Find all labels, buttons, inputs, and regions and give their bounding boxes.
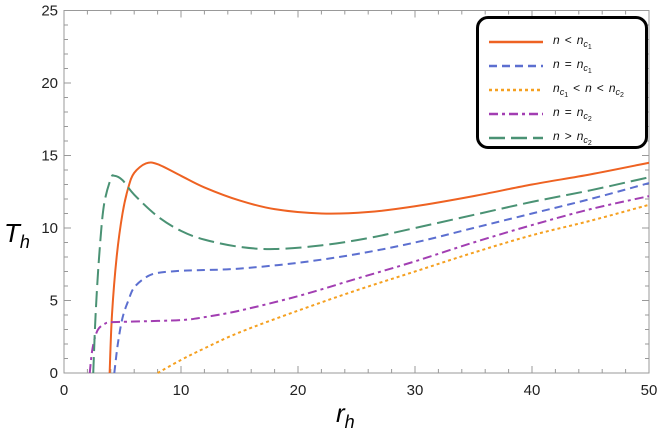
y-tick-label: 0 xyxy=(50,365,58,382)
series-line-5 xyxy=(92,174,650,374)
legend-label: n = nc1 xyxy=(553,57,592,75)
y-tick-label: 25 xyxy=(41,3,58,20)
x-tick-label: 40 xyxy=(524,382,541,399)
x-tick-label: 20 xyxy=(290,382,307,399)
frame-border xyxy=(63,10,650,374)
plot-frame xyxy=(63,10,650,374)
y-tick-label: 10 xyxy=(41,220,58,237)
x-tick-label: 30 xyxy=(407,382,424,399)
legend-label: n = nc2 xyxy=(553,105,592,123)
y-axis-label: Th xyxy=(4,218,30,252)
legend-label: n < nc1 xyxy=(553,33,592,51)
y-tick-label: 5 xyxy=(50,293,58,310)
legend-entry: n = nc1 xyxy=(489,56,592,76)
x-tick-label: 50 xyxy=(641,382,658,399)
y-tick-label: 20 xyxy=(41,75,58,92)
legend: n < nc1 n = nc1 nc1< n < nc2 n = nc2 n > nc2 xyxy=(476,16,648,149)
series-line-2 xyxy=(113,182,650,374)
legend-entry: n = nc2 xyxy=(489,104,592,124)
legend-swatch xyxy=(489,40,543,44)
x-axis-label: rh xyxy=(336,398,355,432)
legend-label: nc1< n < nc2 xyxy=(553,81,624,99)
x-tick-label: 0 xyxy=(60,382,68,399)
legend-entry: nc1< n < nc2 xyxy=(489,80,624,100)
legend-swatch xyxy=(489,64,543,68)
x-tick-label: 10 xyxy=(173,382,190,399)
legend-swatch xyxy=(489,88,543,92)
legend-entry: n < nc1 xyxy=(489,32,592,52)
series-line-1 xyxy=(108,161,650,374)
series-line-3 xyxy=(157,203,650,374)
legend-swatch xyxy=(489,112,543,116)
axis-ticks: 0 10 20 30 40 50 0 5 10 15 20 25 xyxy=(41,3,657,400)
legend-swatch xyxy=(489,136,543,140)
y-tick-label: 15 xyxy=(41,148,58,165)
curves xyxy=(88,161,650,374)
series-line-4 xyxy=(88,195,650,374)
legend-entry: n > nc2 xyxy=(489,128,592,148)
legend-label: n > nc2 xyxy=(553,129,592,147)
